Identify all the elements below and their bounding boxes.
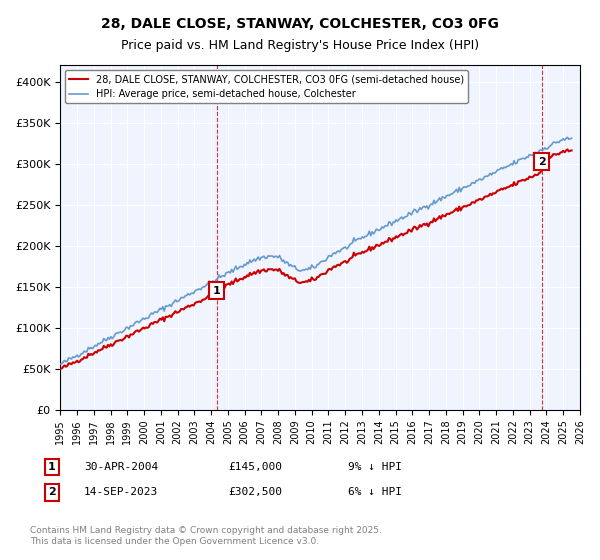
Text: 2: 2 bbox=[538, 157, 545, 167]
Text: Price paid vs. HM Land Registry's House Price Index (HPI): Price paid vs. HM Land Registry's House … bbox=[121, 39, 479, 52]
Text: 1: 1 bbox=[48, 462, 56, 472]
Text: 6% ↓ HPI: 6% ↓ HPI bbox=[348, 487, 402, 497]
Legend: 28, DALE CLOSE, STANWAY, COLCHESTER, CO3 0FG (semi-detached house), HPI: Average: 28, DALE CLOSE, STANWAY, COLCHESTER, CO3… bbox=[65, 70, 468, 103]
Text: 1: 1 bbox=[213, 286, 221, 296]
Text: Contains HM Land Registry data © Crown copyright and database right 2025.
This d: Contains HM Land Registry data © Crown c… bbox=[30, 526, 382, 546]
Text: 14-SEP-2023: 14-SEP-2023 bbox=[84, 487, 158, 497]
Text: £302,500: £302,500 bbox=[228, 487, 282, 497]
Text: 28, DALE CLOSE, STANWAY, COLCHESTER, CO3 0FG: 28, DALE CLOSE, STANWAY, COLCHESTER, CO3… bbox=[101, 17, 499, 31]
Text: 2: 2 bbox=[48, 487, 56, 497]
Text: 9% ↓ HPI: 9% ↓ HPI bbox=[348, 462, 402, 472]
Text: £145,000: £145,000 bbox=[228, 462, 282, 472]
Text: 30-APR-2004: 30-APR-2004 bbox=[84, 462, 158, 472]
